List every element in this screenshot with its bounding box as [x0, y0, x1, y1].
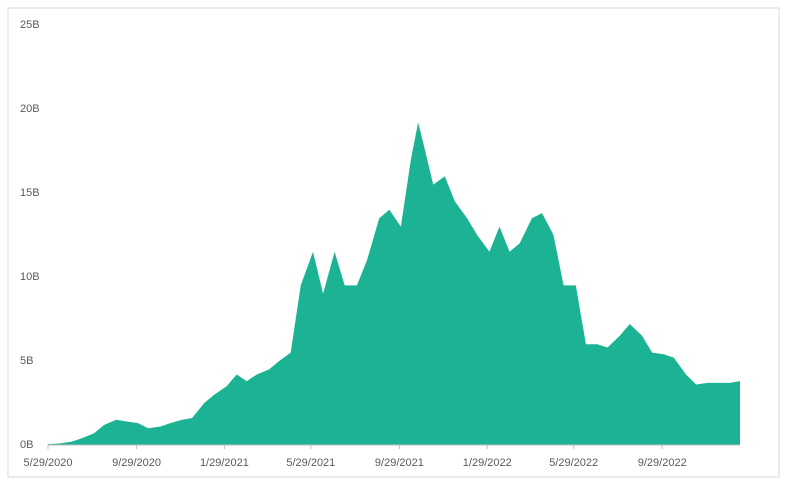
x-tick-label: 5/29/2021 — [286, 457, 335, 469]
x-tick-label: 5/29/2022 — [549, 457, 598, 469]
y-tick-label: 5B — [20, 355, 33, 367]
x-tick-label: 1/29/2021 — [200, 457, 249, 469]
x-tick-label: 9/29/2020 — [112, 457, 161, 469]
x-tick-label: 1/29/2022 — [463, 457, 512, 469]
y-tick-label: 15B — [20, 187, 40, 199]
x-tick-label: 9/29/2021 — [375, 457, 424, 469]
y-tick-label: 20B — [20, 103, 40, 115]
y-tick-label: 0B — [20, 439, 33, 451]
y-tick-label: 10B — [20, 271, 40, 283]
area — [48, 122, 740, 445]
x-tick-label: 9/29/2022 — [638, 457, 687, 469]
y-tick-label: 25B — [20, 19, 40, 31]
x-tick-label: 5/29/2020 — [24, 457, 73, 469]
